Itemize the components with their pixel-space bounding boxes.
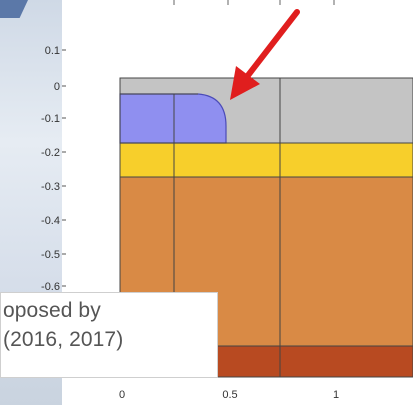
inclusion-region xyxy=(119,93,227,144)
callout-text-line: (2016, 2017) xyxy=(3,328,124,351)
y-tick-label: -0.2 xyxy=(41,147,60,159)
citation-callout: oposed by (2016, 2017) xyxy=(0,292,218,378)
y-tick-label: -0.1 xyxy=(41,113,60,125)
y-tick-label: 0 xyxy=(54,81,60,93)
red-arrow-icon xyxy=(230,9,300,100)
y-tick-label: 0.1 xyxy=(45,45,60,57)
callout-text-line: oposed by xyxy=(3,299,101,322)
x-tick-label: 0.5 xyxy=(222,389,237,401)
y-tick-label: -0.3 xyxy=(41,181,60,193)
yellow-layer xyxy=(120,143,413,177)
y-tick-label: -0.6 xyxy=(41,281,60,293)
y-tick-label: -0.5 xyxy=(41,249,60,261)
x-tick-label: 0 xyxy=(119,389,125,401)
top-axis-ticks xyxy=(173,0,335,5)
y-axis-ticks xyxy=(62,49,66,287)
y-tick-label: -0.4 xyxy=(41,215,60,227)
x-tick-label: 1 xyxy=(333,389,339,401)
